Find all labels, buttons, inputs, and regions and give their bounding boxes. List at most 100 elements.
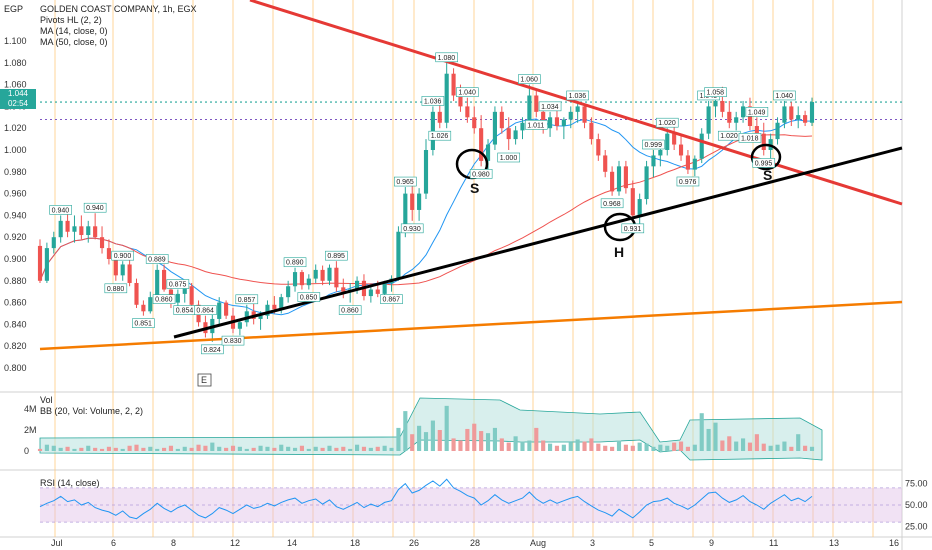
candle-body[interactable] xyxy=(685,155,690,170)
volume-bar[interactable] xyxy=(603,445,608,451)
candle-body[interactable] xyxy=(396,231,401,279)
volume-bar[interactable] xyxy=(244,448,249,451)
volume-bar[interactable] xyxy=(368,447,373,451)
volume-bar[interactable] xyxy=(389,447,394,451)
candle-body[interactable] xyxy=(37,245,43,281)
volume-bar[interactable] xyxy=(382,445,387,451)
candle-body[interactable] xyxy=(465,106,470,118)
volume-bar[interactable] xyxy=(141,447,146,451)
volume-bar[interactable] xyxy=(644,443,649,451)
candle-body[interactable] xyxy=(527,95,532,123)
candle-body[interactable] xyxy=(272,304,277,310)
candle-body[interactable] xyxy=(492,111,497,145)
volume-bar[interactable] xyxy=(637,442,642,451)
candle-body[interactable] xyxy=(93,226,98,238)
candle-body[interactable] xyxy=(610,171,615,192)
volume-bar[interactable] xyxy=(272,447,277,451)
candle-body[interactable] xyxy=(237,322,242,329)
candle-body[interactable] xyxy=(672,133,677,145)
volume-bar[interactable] xyxy=(768,445,773,451)
volume-bar[interactable] xyxy=(86,445,91,451)
earnings-marker[interactable] xyxy=(197,373,212,387)
volume-bar[interactable] xyxy=(375,446,380,451)
volume-bar[interactable] xyxy=(582,441,587,451)
volume-bar[interactable] xyxy=(265,446,270,451)
volume-bar[interactable] xyxy=(796,434,801,451)
volume-bar[interactable] xyxy=(630,445,635,451)
volume-bar[interactable] xyxy=(472,423,477,451)
candle-body[interactable] xyxy=(803,115,808,123)
volume-bar[interactable] xyxy=(423,432,429,451)
volume-bar[interactable] xyxy=(341,446,346,451)
candle-body[interactable] xyxy=(368,289,373,297)
volume-bar[interactable] xyxy=(561,444,566,451)
candle-body[interactable] xyxy=(713,100,718,107)
candle-body[interactable] xyxy=(623,166,628,189)
volume-bar[interactable] xyxy=(499,438,504,451)
pattern-highlight[interactable] xyxy=(750,143,782,171)
volume-bar[interactable] xyxy=(99,448,105,451)
volume-bar[interactable] xyxy=(44,444,49,451)
volume-bar[interactable] xyxy=(672,442,677,451)
volume-bar[interactable] xyxy=(120,448,125,451)
rsi-legend[interactable]: RSI (14, close) xyxy=(40,478,100,488)
volume-bar[interactable] xyxy=(148,446,153,451)
volume-bar[interactable] xyxy=(286,446,291,451)
candle-body[interactable] xyxy=(775,122,780,140)
volume-bar[interactable] xyxy=(224,447,229,451)
candle-body[interactable] xyxy=(472,117,477,129)
candle-body[interactable] xyxy=(79,226,84,236)
candle-body[interactable] xyxy=(561,119,566,127)
volume-bar[interactable] xyxy=(93,447,98,451)
long-term-trendline[interactable] xyxy=(39,300,903,351)
candle-body[interactable] xyxy=(706,106,711,134)
price-pane[interactable]: 0.940 0.940 0.880 0.900 0.851 0.889 0.860 0.875… xyxy=(37,0,903,355)
candle-body[interactable] xyxy=(809,102,815,123)
volume-bar[interactable] xyxy=(210,442,215,451)
volume-bar[interactable] xyxy=(58,447,63,451)
candle-body[interactable] xyxy=(106,248,111,259)
volume-bar[interactable] xyxy=(534,427,539,451)
volume-bar[interactable] xyxy=(313,446,318,451)
volume-bar[interactable] xyxy=(355,444,360,451)
resistance-trendline[interactable] xyxy=(249,0,903,206)
volume-bar[interactable] xyxy=(782,441,787,451)
volume-bar[interactable] xyxy=(189,447,194,451)
candle-body[interactable] xyxy=(637,199,642,216)
candle-body[interactable] xyxy=(651,155,656,167)
volume-bar[interactable] xyxy=(554,445,560,451)
candle-body[interactable] xyxy=(554,117,560,127)
candle-body[interactable] xyxy=(796,115,801,120)
volume-bar[interactable] xyxy=(106,446,111,451)
volume-bar[interactable] xyxy=(168,445,174,451)
candle-body[interactable] xyxy=(403,193,408,232)
volume-bar[interactable] xyxy=(437,430,442,451)
candle-body[interactable] xyxy=(292,272,298,287)
volume-bar[interactable] xyxy=(320,447,325,451)
candle-body[interactable] xyxy=(127,264,132,283)
volume-bar[interactable] xyxy=(727,436,732,451)
volume-bar[interactable] xyxy=(155,448,160,451)
volume-bb-title[interactable]: BB (20, Vol: Volume, 2, 2) xyxy=(40,406,144,416)
volume-bar[interactable] xyxy=(506,442,511,451)
volume-bar[interactable] xyxy=(809,446,815,451)
candle-body[interactable] xyxy=(678,144,684,156)
volume-bar[interactable] xyxy=(51,445,56,451)
candle-body[interactable] xyxy=(665,133,670,150)
volume-bar[interactable] xyxy=(761,443,766,451)
volume-bar[interactable] xyxy=(217,446,222,451)
volume-pane[interactable] xyxy=(37,397,823,461)
volume-bar[interactable] xyxy=(134,444,139,451)
volume-bar[interactable] xyxy=(741,438,746,451)
candle-body[interactable] xyxy=(754,126,759,134)
candle-body[interactable] xyxy=(548,117,553,129)
candle-body[interactable] xyxy=(155,269,160,298)
volume-bar[interactable] xyxy=(430,420,435,451)
candle-body[interactable] xyxy=(734,117,739,123)
indicator-pivots[interactable]: Pivots HL (2, 2) xyxy=(40,15,102,25)
candle-body[interactable] xyxy=(499,111,504,129)
candle-body[interactable] xyxy=(320,269,325,281)
candle-body[interactable] xyxy=(727,111,732,123)
candle-body[interactable] xyxy=(65,220,70,232)
